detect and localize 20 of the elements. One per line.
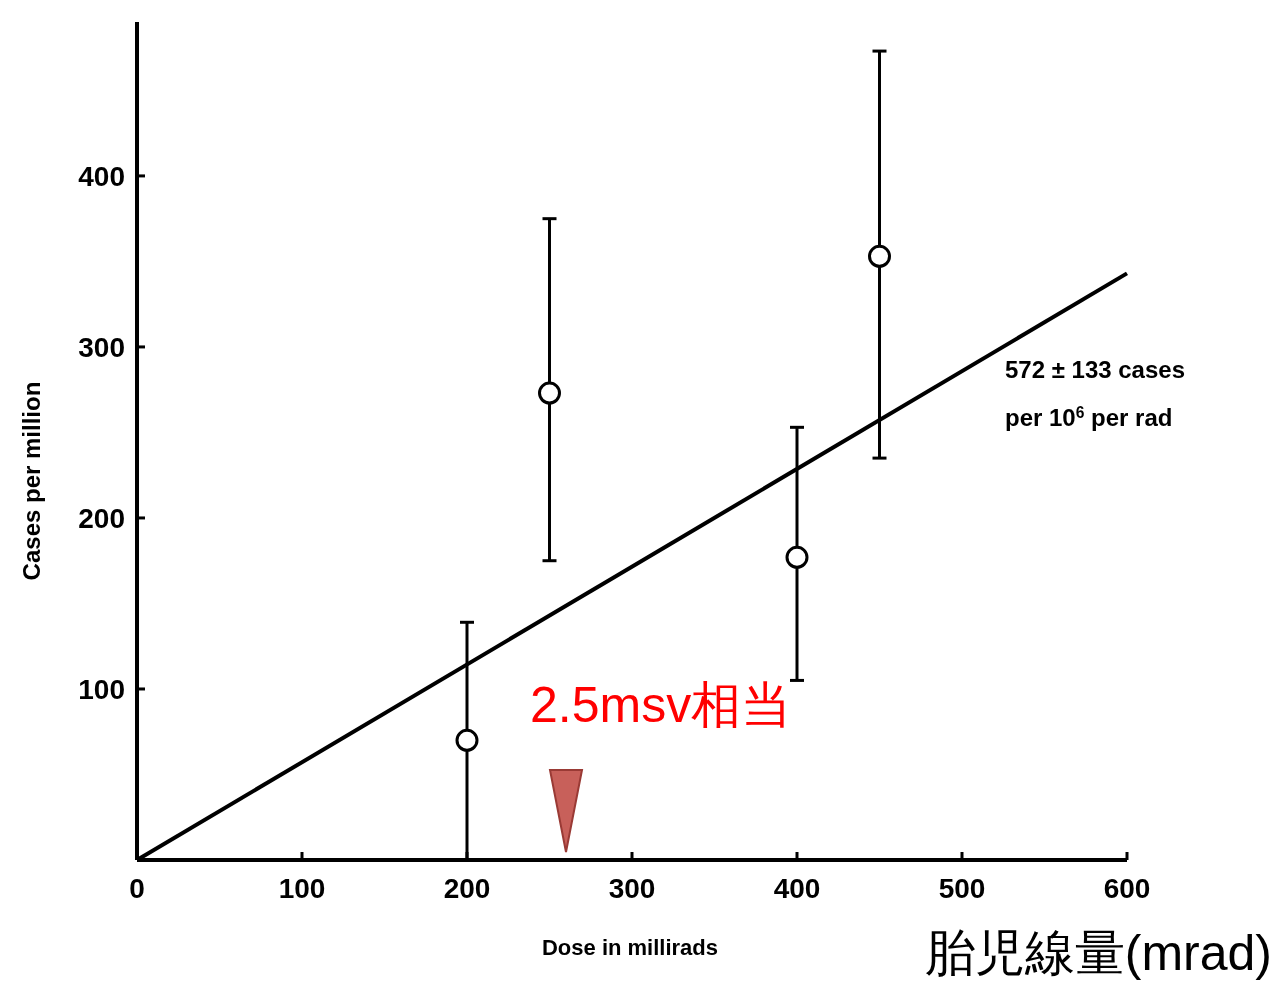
- y-tick-label: 200: [78, 502, 125, 534]
- x-axis-title: Dose in millirads: [541, 935, 719, 960]
- text: 胎児線量(mrad): [924, 925, 1272, 981]
- y-tick-label: 100: [78, 673, 125, 705]
- x-tick-label: 600: [1103, 873, 1151, 904]
- annotation: 2.5msv相当: [530, 677, 792, 733]
- point: [868, 244, 891, 268]
- y-tick-label: 300: [78, 331, 125, 363]
- annotation: 572 ± 133 cases per 10$^{6}$ per rad: [1005, 356, 1185, 431]
- x-tick-label: 0: [129, 873, 145, 904]
- x-tick-label: 300: [608, 873, 656, 904]
- x-tick-label: 200: [443, 873, 491, 904]
- y-tick-label: 400: [78, 160, 125, 192]
- x-tick-label: 100: [278, 873, 326, 904]
- x-tick-label: 500: [938, 873, 986, 904]
- y-axis-title: Cases per million: [18, 381, 45, 581]
- x-tick-label: 400: [773, 873, 821, 904]
- point: [455, 728, 479, 752]
- point: [538, 381, 561, 405]
- point: [785, 545, 809, 569]
